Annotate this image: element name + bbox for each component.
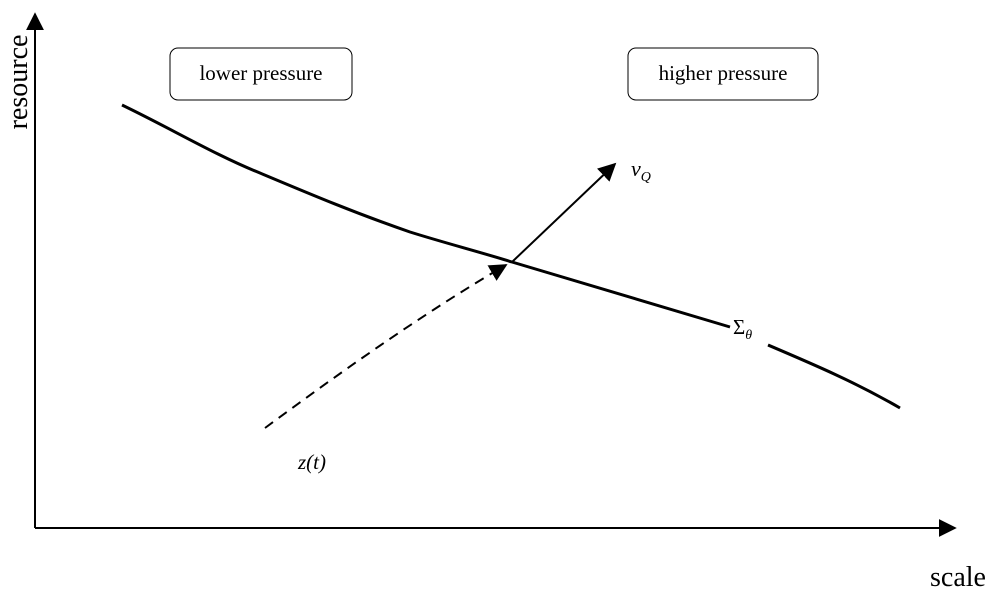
curve bbox=[767, 343, 901, 410]
vector-label: νQ bbox=[631, 156, 651, 185]
vector-symbol: ν bbox=[631, 156, 641, 181]
y-axis-label: resource bbox=[3, 35, 34, 130]
region-label: higher pressure bbox=[659, 61, 788, 85]
region-label: lower pressure bbox=[199, 61, 322, 85]
vector-subscript: Q bbox=[641, 170, 651, 185]
curve bbox=[121, 103, 731, 329]
x-axis-label: scale bbox=[930, 562, 986, 593]
curve-subscript: θ bbox=[745, 328, 752, 343]
region-box bbox=[627, 47, 819, 101]
trajectory bbox=[264, 264, 508, 429]
trajectory-label: z(t) bbox=[297, 450, 326, 474]
vector-arrow bbox=[511, 162, 617, 263]
region-box bbox=[169, 47, 353, 101]
curve-label: Σθ bbox=[733, 315, 752, 343]
curve-symbol: Σ bbox=[733, 315, 745, 339]
